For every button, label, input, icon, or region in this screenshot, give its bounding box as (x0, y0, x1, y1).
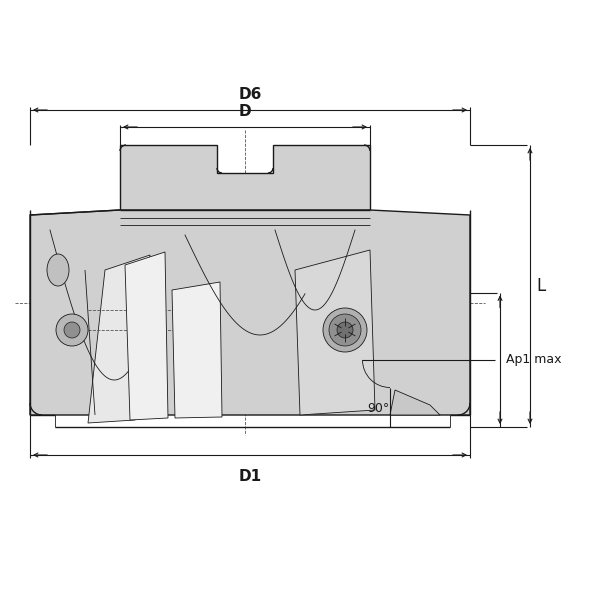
Text: D6: D6 (238, 87, 262, 102)
Polygon shape (390, 390, 440, 415)
Circle shape (323, 308, 367, 352)
Polygon shape (120, 145, 370, 210)
Circle shape (337, 322, 353, 338)
Text: D1: D1 (238, 469, 262, 484)
Polygon shape (30, 210, 470, 415)
Circle shape (64, 322, 80, 338)
Text: D: D (239, 104, 251, 119)
Polygon shape (295, 250, 375, 415)
Polygon shape (88, 255, 150, 423)
Circle shape (56, 314, 88, 346)
Circle shape (329, 314, 361, 346)
Polygon shape (125, 252, 168, 420)
Text: L: L (536, 277, 545, 295)
Text: Ap1 max: Ap1 max (506, 353, 562, 366)
Ellipse shape (47, 254, 69, 286)
Text: 90°: 90° (367, 402, 389, 415)
Polygon shape (172, 282, 222, 418)
